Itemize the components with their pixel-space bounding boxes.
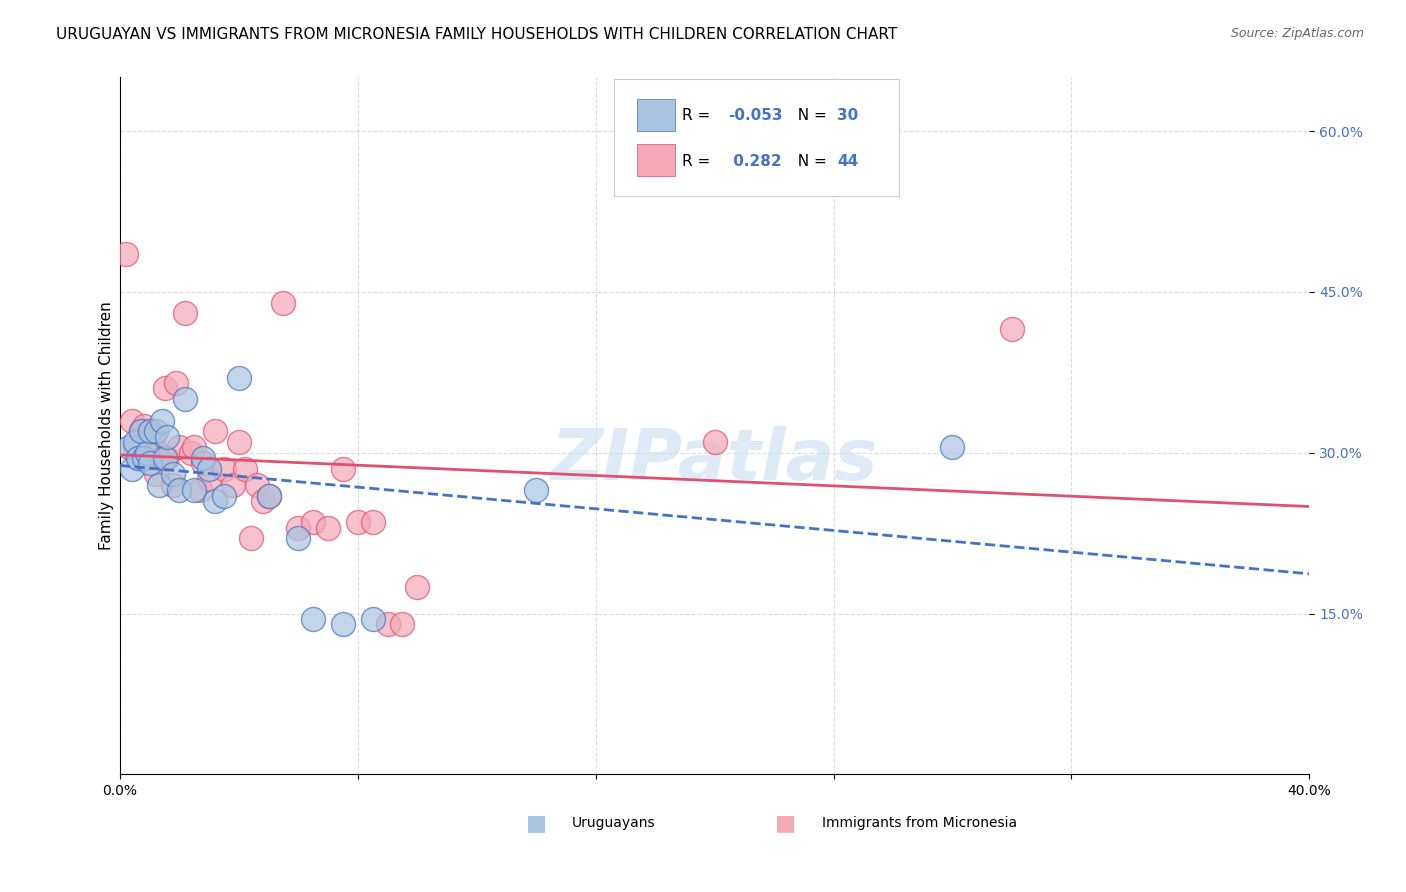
Point [121,462,143,476]
Point [135,451,157,466]
Text: 0.282: 0.282 [728,153,782,169]
Point [115,247,138,261]
Point [346,516,368,530]
Point [316,521,339,535]
Point [138,424,160,438]
Point [127,451,149,466]
Point [377,617,399,632]
Point [246,478,269,492]
Point [124,440,146,454]
Point [212,489,235,503]
Point [145,467,167,482]
Text: N =: N = [789,108,832,123]
Point [169,483,191,498]
Point [135,445,157,459]
Point [148,478,170,492]
Point [524,483,547,498]
Y-axis label: Family Households with Children: Family Households with Children [100,301,114,550]
Point [156,451,179,466]
Point [252,494,274,508]
Point [287,521,309,535]
Text: ZIPatlas: ZIPatlas [551,426,879,495]
Point [302,612,325,626]
Point [174,392,197,406]
Point [127,451,149,466]
Point [162,467,184,482]
Point [132,418,155,433]
Point [1001,322,1024,336]
Point [257,489,280,503]
Point [391,617,413,632]
Point [361,516,384,530]
Point [287,532,309,546]
Text: ■: ■ [526,814,547,833]
FancyBboxPatch shape [613,78,898,196]
Point [273,295,295,310]
Point [406,580,429,594]
Point [121,413,143,427]
Point [129,424,152,438]
Text: R =: R = [682,153,716,169]
Text: R =: R = [682,108,716,123]
Point [174,306,197,320]
Point [153,451,176,466]
Point [193,457,215,471]
Point [257,489,280,503]
Point [153,381,176,395]
Text: Source: ZipAtlas.com: Source: ZipAtlas.com [1230,27,1364,40]
Point [193,451,215,466]
Point [162,478,184,492]
Point [233,462,256,476]
Point [361,612,384,626]
Point [188,483,211,498]
Point [302,516,325,530]
Text: 30: 30 [837,108,858,123]
Point [145,424,167,438]
Text: Immigrants from Micronesia: Immigrants from Micronesia [821,816,1017,830]
Point [118,440,141,454]
Point [183,483,205,498]
Point [703,434,725,449]
Point [169,440,191,454]
Text: Uruguayans: Uruguayans [572,816,655,830]
Point [204,494,226,508]
Point [180,445,202,459]
Point [132,451,155,466]
Point [228,370,250,384]
Text: ■: ■ [776,814,796,833]
Point [332,462,354,476]
Point [156,429,179,443]
FancyBboxPatch shape [637,145,675,177]
Text: 44: 44 [837,153,858,169]
Point [941,440,963,454]
Point [183,440,205,454]
Point [198,473,221,487]
Text: -0.053: -0.053 [728,108,782,123]
Point [212,462,235,476]
Point [332,617,354,632]
Point [239,532,262,546]
Point [165,376,187,390]
Point [204,424,226,438]
Text: URUGUAYAN VS IMMIGRANTS FROM MICRONESIA FAMILY HOUSEHOLDS WITH CHILDREN CORRELAT: URUGUAYAN VS IMMIGRANTS FROM MICRONESIA … [56,27,897,42]
Point [129,424,152,438]
Point [124,434,146,449]
Point [150,413,173,427]
Point [138,424,160,438]
Point [150,451,173,466]
Text: N =: N = [789,153,832,169]
Point [138,457,160,471]
Point [198,462,221,476]
Point [148,445,170,459]
Point [142,429,165,443]
Point [228,434,250,449]
Point [222,478,245,492]
FancyBboxPatch shape [637,99,675,131]
